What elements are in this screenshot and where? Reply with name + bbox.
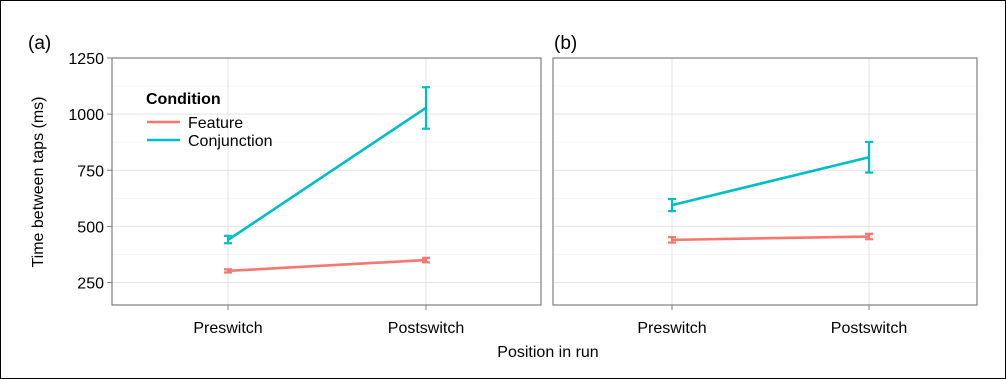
error-bar-conjunction [224,234,232,245]
panel-a: 250 500 750 1000 1250 Preswitch Postswitch [68,51,542,337]
series-line-conjunction [227,106,427,241]
legend-label-conjunction: Conjunction [188,133,273,150]
error-bar-feature [224,268,232,274]
x-axis-label: Position in run [497,344,598,361]
panel-a-label: (a) [28,33,51,54]
y-axis-label: Time between taps (ms) [30,96,47,267]
error-bar-feature [668,236,676,244]
legend-label-feature: Feature [188,115,243,132]
x-tick-label: Postswitch [388,320,464,337]
series-line-conjunction [671,155,870,207]
error-bar-feature [422,256,430,264]
error-bar-conjunction [668,197,676,213]
plot-background [112,58,541,305]
x-tick-label: Preswitch [193,320,262,337]
series-line-feature [227,258,427,273]
panel-b: Preswitch Postswitch [552,57,978,337]
error-bar-feature [865,232,873,241]
y-tick-label: 1000 [68,107,104,124]
x-tick-label: Postswitch [831,320,907,337]
x-tick-label: Preswitch [637,320,706,337]
legend-title: Condition [146,91,221,108]
y-tick-label: 250 [77,276,104,293]
error-bar-conjunction [422,86,430,130]
y-tick-label: 500 [77,219,104,236]
legend: Condition Feature Conjunction [146,91,273,150]
panel-border [552,57,978,306]
series-line-feature [671,235,870,242]
panel-b-label: (b) [554,33,577,54]
error-bar-conjunction [865,140,873,174]
panel-border [111,57,542,306]
y-tick-label: 750 [77,163,104,180]
y-tick-label: 1250 [68,51,104,68]
